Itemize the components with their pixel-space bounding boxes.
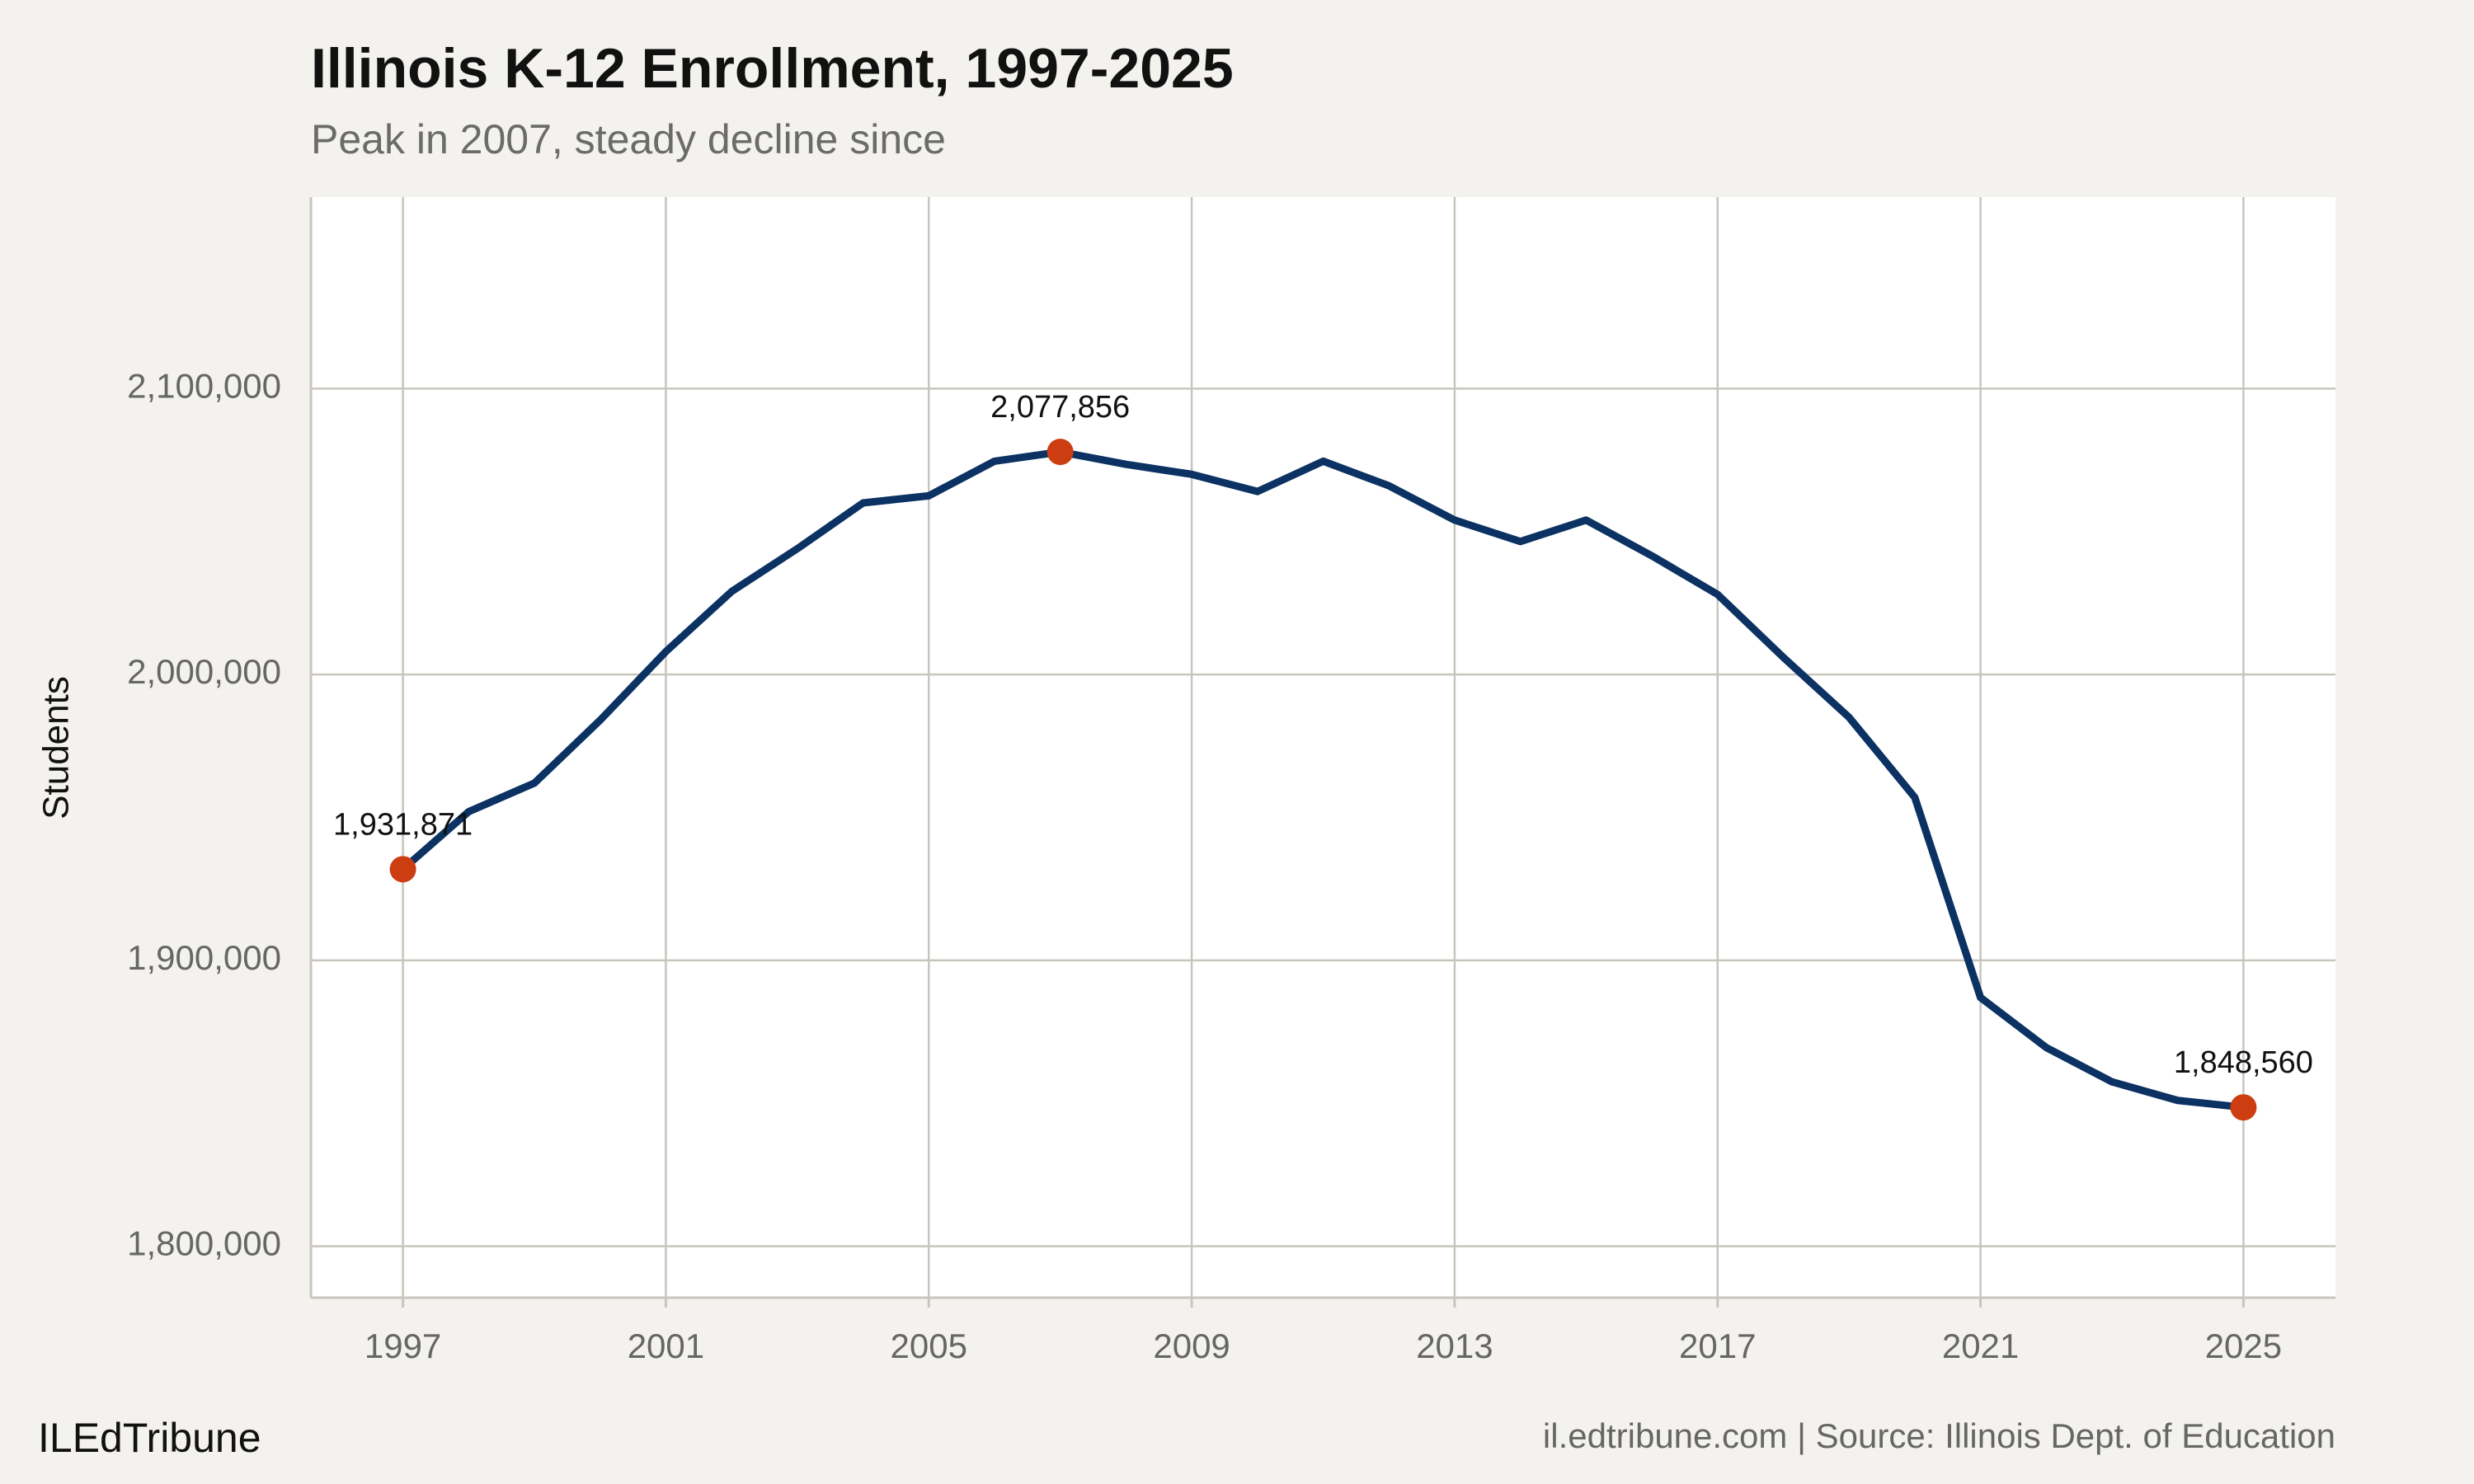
x-tick-label: 1997 [365,1327,441,1365]
chart-title: Illinois K-12 Enrollment, 1997-2025 [311,37,1234,100]
x-tick-label: 2009 [1153,1327,1230,1365]
x-tick-label: 2005 [891,1327,967,1365]
x-tick-label: 2017 [1679,1327,1756,1365]
plot-area [311,197,2335,1298]
point-label: 1,848,560 [2174,1045,2313,1080]
y-axis-label: Students [36,676,77,819]
x-tick-label: 2021 [1942,1327,2019,1365]
x-tick-label: 2001 [628,1327,704,1365]
highlight-point [2230,1094,2257,1121]
chart-subtitle: Peak in 2007, steady decline since [311,116,946,162]
point-label: 2,077,856 [990,390,1130,425]
y-tick-label: 1,800,000 [127,1224,281,1263]
point-label: 1,931,871 [333,807,473,842]
highlight-point [1047,439,1074,466]
source-note: il.edtribune.com | Source: Illinois Dept… [1543,1416,2335,1455]
y-tick-label: 2,100,000 [127,366,281,405]
x-tick-label: 2025 [2205,1327,2282,1365]
brand: ILEdTribune [38,1415,261,1461]
y-tick-label: 1,900,000 [127,938,281,977]
series-line [399,448,2247,1111]
x-tick-label: 2013 [1416,1327,1493,1365]
y-tick-label: 2,000,000 [127,652,281,691]
highlight-point [389,856,416,883]
